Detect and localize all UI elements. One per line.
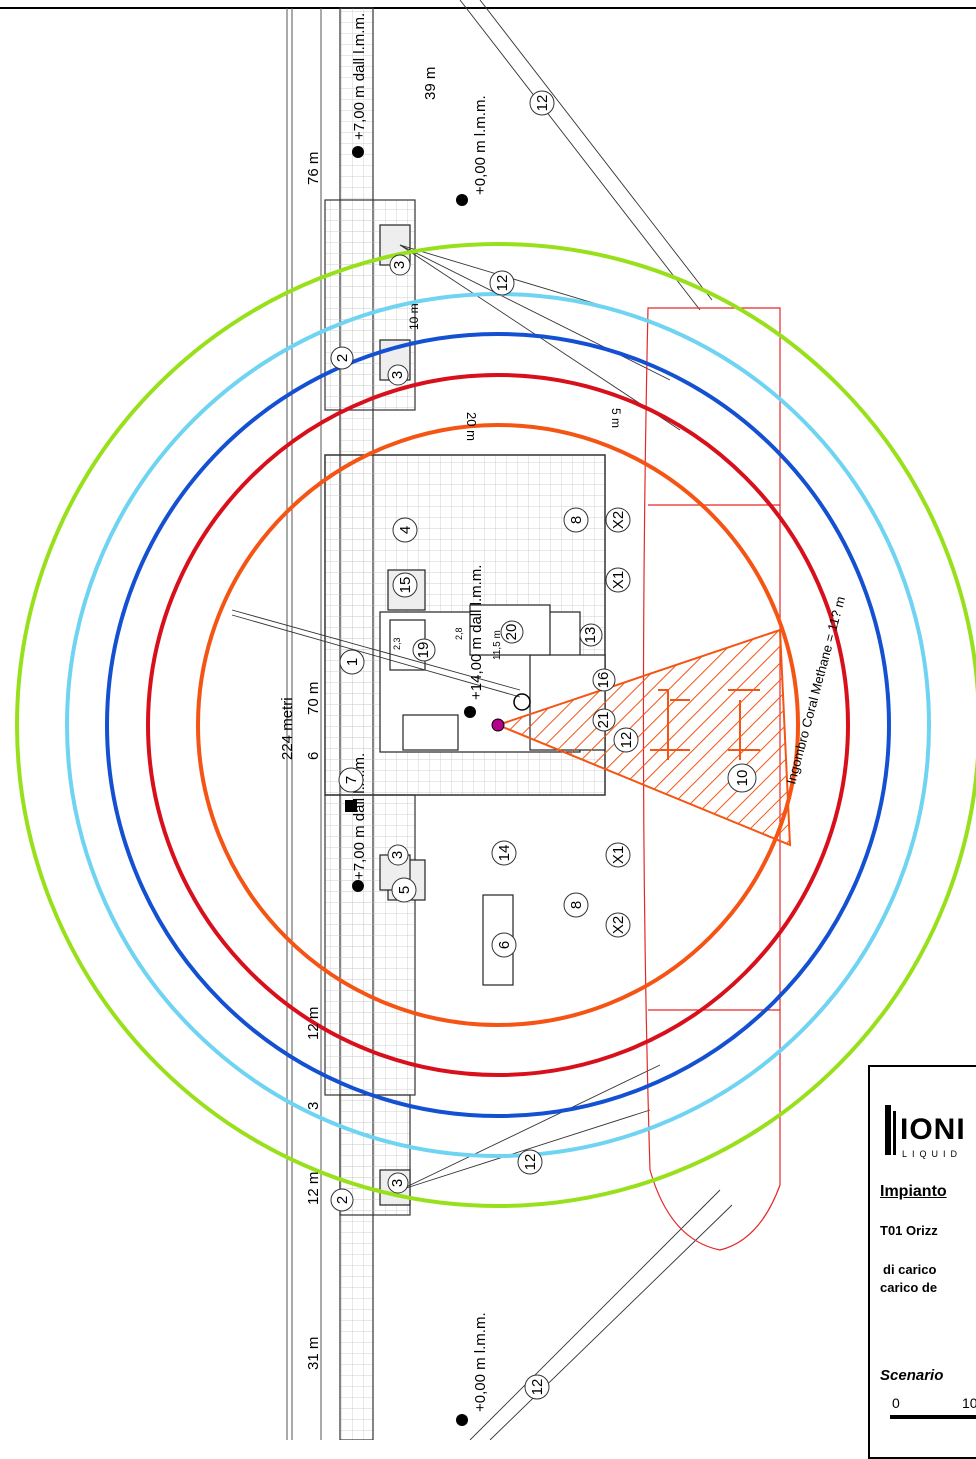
loading-arm-ring [513, 693, 531, 711]
logo-text: IONI [900, 1113, 966, 1146]
marker-12e: 12 [529, 1379, 546, 1396]
dim-70: 70 m [305, 682, 322, 715]
dim-31: 31 m [305, 1337, 322, 1370]
scale-ten: 10 [962, 1395, 976, 1411]
dim-224: 224 metri [279, 697, 296, 760]
dim-76: 76 m [305, 152, 322, 185]
dim-20: 20 m [464, 412, 479, 441]
dim-12a: 12 m [305, 1007, 322, 1040]
marker-x2a: X2 [610, 511, 627, 529]
zone-orange [196, 423, 800, 1027]
marker-6: 6 [496, 941, 513, 949]
marker-5: 5 [396, 886, 413, 894]
dimension-labels: 39 m 76 m 224 metri 70 m 12 m 3 12 m 31 … [279, 67, 623, 1370]
benchmark-icon [464, 706, 476, 718]
dim-3: 3 [305, 1102, 322, 1110]
marker-7: 7 [343, 776, 360, 784]
marker-4: 4 [397, 526, 414, 534]
benchmark-icon [352, 880, 364, 892]
dispersion-cone [495, 628, 792, 847]
legend-line-3: carico de [880, 1280, 938, 1295]
marker-x2b: X2 [610, 916, 627, 934]
marker-16: 16 [595, 672, 612, 689]
marker-12b: 12 [494, 275, 511, 292]
marker-8a: 8 [568, 516, 585, 524]
title-block: IONI LIQUID Impianto T01 Orizz di carico… [868, 1065, 976, 1459]
dim-6: 6 [305, 752, 322, 760]
marker-2a: 2 [334, 354, 351, 362]
dim-5: 5 m [609, 408, 623, 428]
legend-title: Impianto [880, 1183, 947, 1200]
marker-8b: 8 [568, 901, 585, 909]
logo-subtext: LIQUID [902, 1149, 963, 1159]
marker-3b: 3 [389, 371, 406, 379]
marker-1: 1 [344, 658, 361, 666]
benchmark-icons [352, 146, 476, 1426]
legend-line-2: di carico [883, 1262, 937, 1277]
elevation-fourteen: +14,00 m dall l.m.m. [468, 565, 485, 700]
dim-28: 2,8 [454, 627, 464, 640]
marker-15: 15 [397, 577, 414, 594]
zone-red [146, 373, 850, 1077]
road-lines [286, 8, 322, 1440]
legend-scenario: Scenario [880, 1367, 944, 1384]
dim-23: 2,3 [392, 637, 402, 650]
marker-12d: 12 [522, 1154, 539, 1171]
marker-12c: 12 [618, 732, 635, 749]
benchmark-icon [456, 1414, 468, 1426]
zone-green [15, 242, 976, 1208]
scale-bar [890, 1415, 976, 1419]
marker-12a: 12 [534, 95, 551, 112]
marker-13: 13 [582, 627, 599, 644]
benchmark-icon [352, 146, 364, 158]
logo-column-icon [893, 1111, 896, 1155]
marker-3c: 3 [389, 851, 406, 859]
dim-39: 39 m [422, 67, 439, 100]
reference-marker-labels: 1 2 2 3 3 3 3 4 5 6 7 8 8 10 12 12 12 12… [334, 95, 751, 1396]
dim-12b: 12 m [305, 1172, 322, 1205]
marker-x1a: X1 [610, 571, 627, 589]
scale-zero: 0 [892, 1395, 900, 1411]
marker-21: 21 [595, 712, 612, 729]
marker-14: 14 [496, 845, 513, 862]
ship-footprint-label: Ingombro Coral Methane = 11? m [783, 595, 848, 786]
dim-115: 11,5 m [492, 630, 503, 660]
marker-19: 19 [415, 642, 432, 659]
risk-zones [15, 242, 976, 1208]
benchmark-icon [456, 194, 468, 206]
reference-markers [330, 90, 757, 1400]
marker-square-icon [345, 800, 357, 812]
logo-column-icon [885, 1105, 891, 1155]
marker-3a: 3 [391, 261, 408, 269]
release-source-point [491, 718, 505, 732]
legend-line-1: T01 Orizz [880, 1223, 938, 1238]
elevation-zero-bottom: +0,00 m l.m.m. [472, 1312, 489, 1412]
marker-10: 10 [734, 770, 751, 787]
marker-20: 20 [503, 624, 520, 641]
elevation-seven-top: +7,00 m dall l.m.m. [351, 13, 368, 140]
marker-2b: 2 [334, 1196, 351, 1204]
marker-x1b: X1 [610, 846, 627, 864]
dim-10: 10 m [407, 303, 421, 330]
zone-blue [105, 332, 891, 1118]
marker-3d: 3 [389, 1179, 406, 1187]
elevation-zero-top: +0,00 m l.m.m. [472, 95, 489, 195]
